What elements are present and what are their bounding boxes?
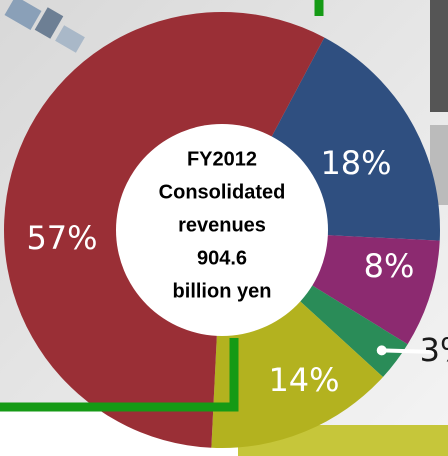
leader-dot	[376, 345, 387, 356]
center-line: 904.6	[197, 247, 247, 269]
value-label: 57%	[26, 219, 97, 257]
center-line: revenues	[178, 214, 266, 236]
value-label: 8%	[364, 247, 415, 285]
center-line: billion yen	[173, 280, 272, 302]
slice	[307, 234, 440, 345]
green-frame	[0, 0, 324, 412]
center-text: FY2012 Consolidated revenues 904.6 billi…	[159, 148, 286, 302]
value-label: 3%	[420, 331, 448, 369]
slice	[3, 11, 325, 448]
slice	[211, 297, 383, 448]
side-image	[430, 0, 448, 112]
center-line: FY2012	[187, 148, 257, 170]
donut	[3, 11, 441, 448]
slice	[268, 37, 441, 241]
donut-hole	[116, 124, 328, 336]
center-line: Consolidated	[159, 181, 286, 203]
value-label: 14%	[268, 361, 339, 399]
value-label: 18%	[320, 144, 391, 182]
satellite-icon	[4, 0, 85, 53]
leader-line	[381, 348, 436, 354]
labels: 18% 8% 3% 14% 57%	[26, 144, 448, 399]
